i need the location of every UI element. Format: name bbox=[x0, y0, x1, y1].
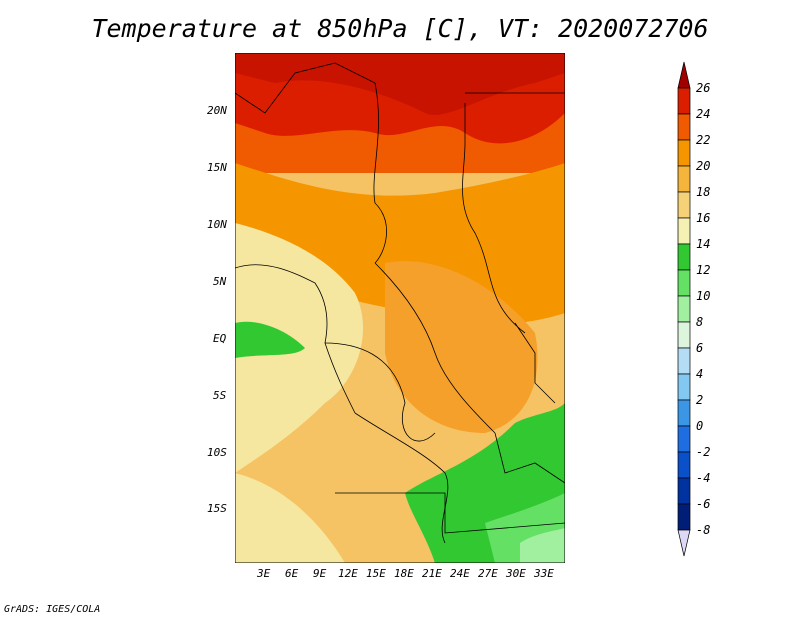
country-borders bbox=[235, 62, 565, 544]
lon-tick-label: 3E bbox=[257, 567, 271, 580]
colorbar-label: -8 bbox=[696, 523, 710, 537]
lat-tick-label: EQ bbox=[213, 332, 227, 345]
lon-tick-label: 33E bbox=[534, 567, 554, 580]
colorbar-swatch bbox=[677, 269, 691, 297]
colorbar-swatch bbox=[677, 373, 691, 401]
colorbar-swatch bbox=[677, 87, 691, 115]
cool-southwest-area bbox=[235, 473, 345, 563]
colorbar-swatch bbox=[677, 139, 691, 167]
colorbar-swatch bbox=[677, 503, 691, 531]
colorbar-swatch bbox=[677, 165, 691, 193]
colorbar-swatch bbox=[677, 399, 691, 427]
colorbar-swatch bbox=[677, 113, 691, 141]
lat-tick-label: 5N bbox=[213, 275, 227, 288]
colorbar-label: -6 bbox=[696, 497, 710, 511]
colorbar-label: 4 bbox=[696, 367, 703, 381]
lat-tick-label: 10S bbox=[207, 446, 227, 459]
colorbar-label: -4 bbox=[696, 471, 710, 485]
colorbar-swatch bbox=[677, 425, 691, 453]
lon-tick-label: 27E bbox=[478, 567, 498, 580]
colorbar-swatch bbox=[677, 295, 691, 323]
colorbar-label: 18 bbox=[696, 185, 710, 199]
lon-tick-label: 15E bbox=[366, 567, 386, 580]
colorbar-swatch bbox=[677, 217, 691, 245]
pale-green-corner bbox=[520, 528, 565, 563]
colorbar-label: 16 bbox=[696, 211, 710, 225]
lon-tick-label: 6E bbox=[285, 567, 299, 580]
colorbar-label: 26 bbox=[696, 81, 710, 95]
lon-tick-label: 18E bbox=[394, 567, 414, 580]
lat-tick-label: 5S bbox=[213, 389, 227, 402]
colorbar-label: 22 bbox=[696, 133, 710, 147]
lat-tick-label: 15S bbox=[207, 502, 227, 515]
lat-tick-label: 20N bbox=[207, 104, 227, 117]
lon-tick-label: 9E bbox=[313, 567, 327, 580]
colorbar-label: 12 bbox=[696, 263, 710, 277]
colorbar-label: 24 bbox=[696, 107, 710, 121]
lon-tick-label: 30E bbox=[506, 567, 526, 580]
colorbar-label: 2 bbox=[696, 393, 703, 407]
lat-tick-label: 15N bbox=[207, 161, 227, 174]
map-title: Temperature at 850hPa [C], VT: 202007270… bbox=[91, 14, 709, 43]
lon-tick-label: 24E bbox=[450, 567, 470, 580]
lon-tick-label: 12E bbox=[338, 567, 358, 580]
colorbar-swatch bbox=[677, 191, 691, 219]
temperature-map bbox=[235, 53, 565, 563]
colorbar-label: 14 bbox=[696, 237, 710, 251]
colorbar-bottom-arrow bbox=[677, 529, 691, 557]
grads-credit: GrADS: IGES/COLA bbox=[4, 604, 101, 615]
green-west-coast bbox=[235, 321, 305, 358]
lat-tick-label: 10N bbox=[207, 218, 227, 231]
hottest-north-area bbox=[235, 53, 565, 144]
colorbar-label: 6 bbox=[696, 341, 703, 355]
hottest-north-core bbox=[235, 53, 565, 116]
colorbar-swatch bbox=[677, 347, 691, 375]
colorbar-swatch bbox=[677, 321, 691, 349]
colorbar-top-arrow bbox=[677, 61, 691, 89]
colorbar-label: 8 bbox=[696, 315, 703, 329]
colorbar-label: -2 bbox=[696, 445, 710, 459]
colorbar-label: 0 bbox=[696, 419, 703, 433]
colorbar-label: 20 bbox=[696, 159, 710, 173]
colorbar-label: 10 bbox=[696, 289, 710, 303]
colorbar-swatch bbox=[677, 477, 691, 505]
colorbar-swatch bbox=[677, 451, 691, 479]
colorbar-swatch bbox=[677, 243, 691, 271]
lon-tick-label: 21E bbox=[422, 567, 442, 580]
